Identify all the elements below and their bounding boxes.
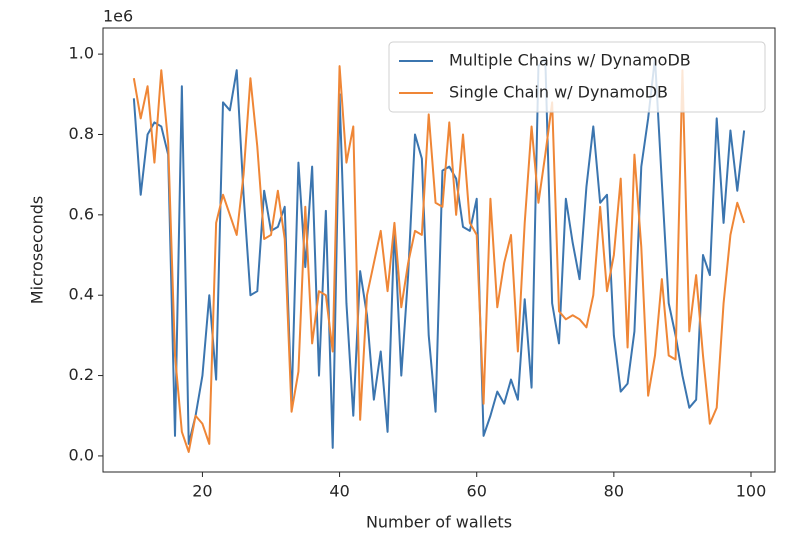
y-tick-label: 0.4: [69, 285, 94, 304]
y-tick-label: 0.6: [69, 204, 94, 223]
legend-label: Single Chain w/ DynamoDB: [449, 83, 668, 102]
x-tick-label: 60: [467, 482, 487, 501]
x-tick-label: 80: [604, 482, 624, 501]
legend-box: [388, 41, 766, 113]
y-axis-label: Microseconds: [28, 196, 47, 304]
series-line: [132, 57, 746, 449]
y-tick-label: 0.8: [69, 124, 94, 143]
y-tick-label: 1.0: [69, 44, 94, 63]
legend-label: Multiple Chains w/ DynamoDB: [449, 51, 691, 70]
x-axis-label: Number of wallets: [366, 513, 512, 532]
y-tick-label: 0.2: [69, 365, 94, 384]
x-tick-label: 40: [329, 482, 349, 501]
x-tick-label: 20: [192, 482, 212, 501]
series-line: [132, 65, 746, 453]
x-tick-label: 100: [736, 482, 767, 501]
y-offset-label: 1e6: [103, 7, 133, 26]
y-tick-label: 0.0: [69, 445, 94, 464]
plot-frame: [102, 27, 776, 473]
